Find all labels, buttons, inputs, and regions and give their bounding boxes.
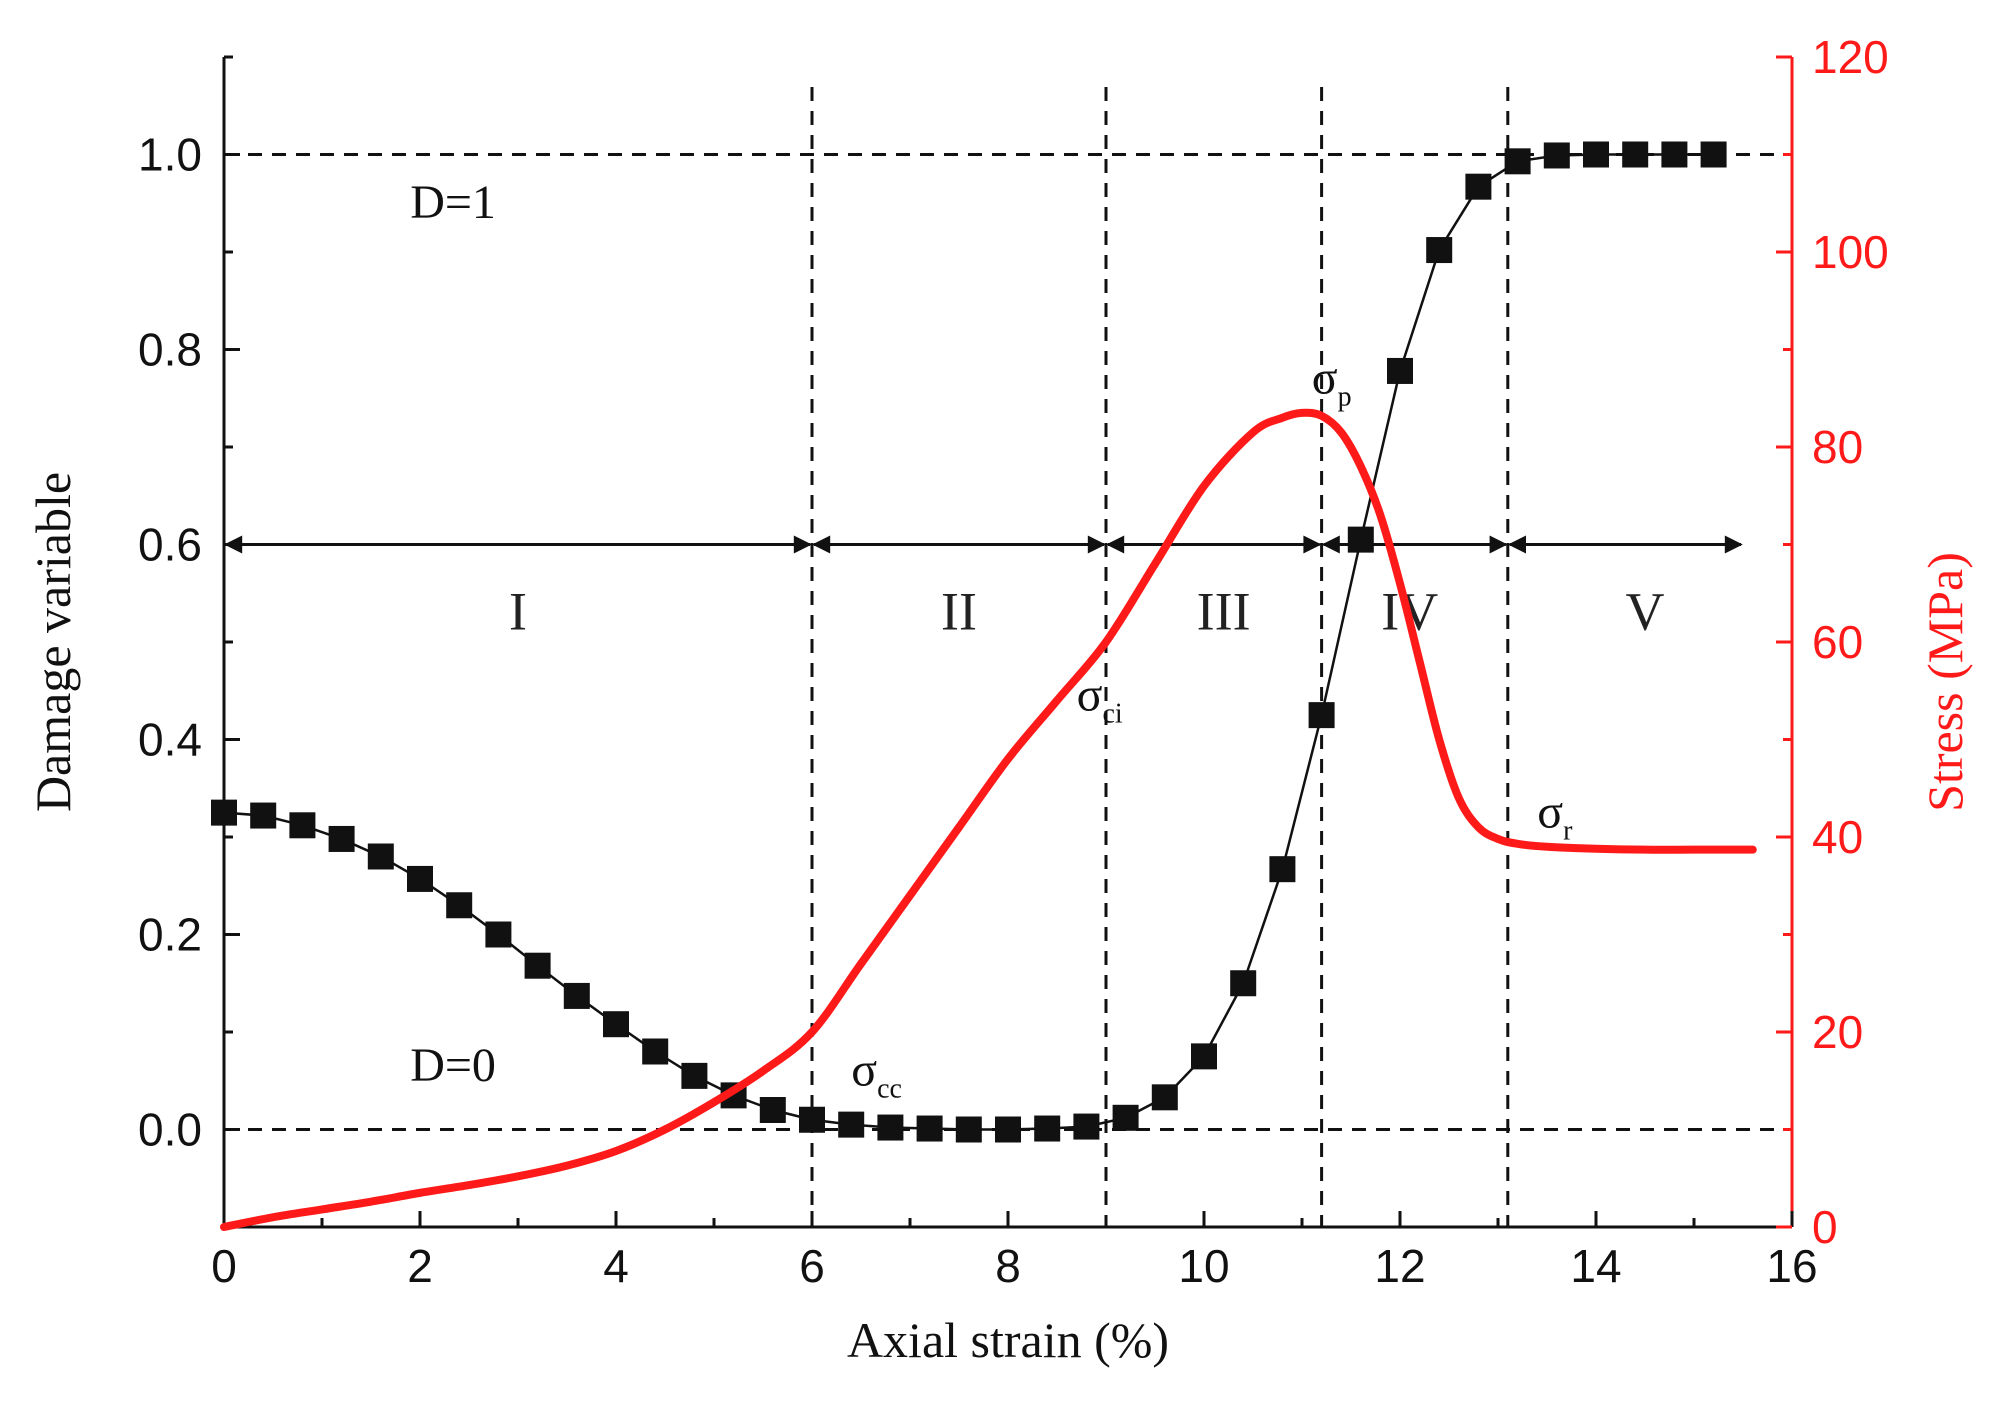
y-axis-title: Damage variable	[25, 472, 81, 812]
stress-annotation: σr	[1537, 785, 1573, 846]
annotation-symbol: D=1	[410, 176, 496, 229]
annotation-symbol: σ	[1312, 351, 1338, 404]
damage-point	[681, 1062, 708, 1089]
damage-point	[1151, 1084, 1178, 1111]
stage-label: I	[509, 582, 527, 642]
damage-point	[1504, 148, 1531, 175]
damage-point	[563, 982, 590, 1009]
annotation-symbol: σ	[1077, 668, 1103, 721]
damage-point	[1583, 141, 1609, 168]
y2-tick-label: 0	[1812, 1201, 1838, 1253]
damage-point	[916, 1115, 943, 1142]
stress-annotation: σcc	[851, 1044, 902, 1105]
damage-point	[1073, 1113, 1100, 1140]
damage-annotation: D=0	[410, 1039, 496, 1092]
damage-point	[328, 825, 355, 852]
damage-point	[524, 952, 551, 979]
annotation-subscript: p	[1338, 381, 1352, 412]
damage-point	[1700, 141, 1727, 168]
annotation-symbol: σ	[851, 1044, 877, 1097]
x-tick-label: 8	[995, 1240, 1021, 1292]
stage-label: V	[1626, 582, 1665, 642]
x-tick-label: 12	[1374, 1240, 1425, 1292]
damage-point	[289, 812, 316, 839]
damage-point	[211, 799, 237, 826]
damage-point	[250, 802, 277, 829]
damage-point	[1191, 1043, 1217, 1070]
x-axis-title: Axial strain (%)	[847, 1312, 1169, 1368]
y-tick-label: 1.0	[138, 129, 202, 181]
x-tick-label: 0	[211, 1240, 237, 1292]
damage-point	[1230, 970, 1257, 997]
damage-point	[1426, 237, 1453, 264]
damage-point	[838, 1111, 865, 1138]
damage-point	[1347, 526, 1374, 553]
x-tick-label: 6	[799, 1240, 825, 1292]
x-tick-label: 14	[1570, 1240, 1621, 1292]
x-tick-label: 4	[603, 1240, 629, 1292]
x-tick-label: 16	[1766, 1240, 1817, 1292]
annotation-symbol: σ	[1537, 785, 1563, 838]
damage-point	[642, 1038, 669, 1065]
y2-tick-label: 100	[1812, 226, 1889, 278]
damage-point	[877, 1114, 904, 1141]
y-tick-label: 0.4	[138, 714, 202, 766]
y2-tick-label: 60	[1812, 616, 1863, 668]
y-tick-label: 0.2	[138, 909, 202, 961]
stress-annotation: σp	[1312, 351, 1352, 412]
axes: 0 2 4 6 8 10 12 14 16 0.0 0.2 0.4 0.6 0.8 1.0 0 20 40 60 80…	[25, 31, 1973, 1368]
x-tick-label: 2	[407, 1240, 433, 1292]
stage-label: III	[1197, 582, 1251, 642]
damage-point	[603, 1011, 629, 1038]
stage-labels: I II III IV V	[509, 582, 1664, 642]
y-tick-label: 0.0	[138, 1104, 202, 1156]
damage-series-line	[223, 153, 1714, 1131]
y2-tick-label: 40	[1812, 811, 1863, 863]
y2-tick-label: 80	[1812, 421, 1863, 473]
series-layer	[211, 141, 1757, 1231]
stage-label: II	[941, 582, 977, 642]
damage-point	[446, 892, 473, 919]
y2-axis-title: Stress (MPa)	[1917, 552, 1973, 812]
y2-tick-label: 20	[1812, 1006, 1863, 1058]
y2-tick-label: 120	[1812, 31, 1889, 83]
damage-point	[1308, 702, 1335, 729]
damage-point	[759, 1097, 786, 1123]
y-tick-label: 0.8	[138, 324, 202, 376]
x-tick-label: 10	[1178, 1240, 1229, 1292]
damage-point	[1034, 1115, 1061, 1142]
damage-point	[995, 1116, 1021, 1143]
stress-series-line	[220, 408, 1757, 1231]
damage-point	[1543, 142, 1570, 169]
damage-point	[1387, 357, 1413, 384]
damage-point	[955, 1116, 982, 1143]
damage-point	[1269, 856, 1296, 883]
damage-point	[367, 843, 394, 870]
damage-point	[1661, 141, 1688, 168]
damage-point	[485, 921, 512, 948]
annotation-subscript: ci	[1102, 698, 1122, 729]
damage-annotation: D=1	[410, 176, 496, 229]
annotation-subscript: r	[1563, 815, 1573, 846]
damage-point	[1112, 1104, 1139, 1131]
annotation-symbol: D=0	[410, 1039, 496, 1092]
annotation-subscript: cc	[877, 1074, 902, 1105]
damage-point	[799, 1106, 825, 1133]
damage-point	[407, 865, 433, 892]
damage-point	[1465, 173, 1492, 200]
stress-annotation: σci	[1077, 668, 1123, 729]
y-tick-label: 0.6	[138, 519, 202, 571]
damage-point	[1622, 141, 1649, 168]
